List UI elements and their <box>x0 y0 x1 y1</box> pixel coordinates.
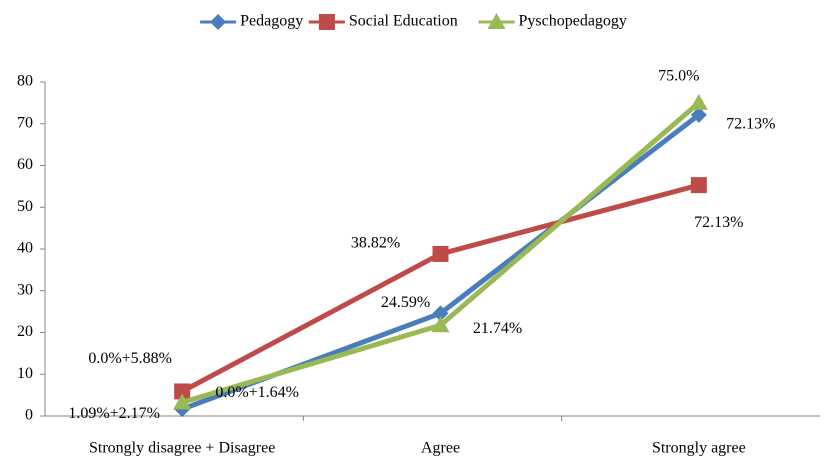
data-label: 38.82% <box>351 235 400 252</box>
data-label: 1.09%+2.17% <box>68 405 160 422</box>
y-tick-label: 20 <box>17 323 33 340</box>
data-point <box>431 316 450 333</box>
annotation: 72.13% <box>694 214 743 231</box>
legend-marker <box>210 14 227 30</box>
data-point <box>690 177 707 194</box>
legend-label: Social Education <box>349 13 458 30</box>
data-label: 0.0%+5.88% <box>88 350 172 367</box>
data-point <box>173 393 192 410</box>
legend-marker <box>487 13 506 29</box>
series-line <box>180 182 700 394</box>
data-label: 24.59% <box>381 294 430 311</box>
y-tick-label: 70 <box>17 114 33 131</box>
data-point <box>690 106 707 123</box>
legend-marker <box>318 14 335 30</box>
y-tick-label: 60 <box>17 156 33 173</box>
data-point <box>432 245 449 262</box>
y-tick-label: 80 <box>17 73 33 90</box>
x-tick-label: Strongly agree <box>652 440 746 457</box>
series-line <box>181 112 701 412</box>
legend-label: Pyschopedagogy <box>519 13 627 30</box>
y-tick-label: 40 <box>17 240 33 257</box>
data-point <box>174 383 191 400</box>
y-tick-label: 10 <box>17 365 33 382</box>
data-point <box>432 305 449 322</box>
data-label: 75.0% <box>658 68 699 85</box>
y-tick-label: 50 <box>17 198 33 215</box>
y-tick-label: 30 <box>17 281 33 298</box>
data-point <box>689 93 708 110</box>
data-label: 72.13% <box>726 116 775 133</box>
legend-label: Pedagogy <box>240 13 303 30</box>
data-label: 0.0%+1.64% <box>215 384 299 401</box>
x-tick-label: Strongly disagree + Disagree <box>89 440 275 457</box>
x-tick-label: Agree <box>421 440 460 457</box>
y-tick-label: 0 <box>25 407 33 424</box>
data-label: 21.74% <box>473 320 522 337</box>
